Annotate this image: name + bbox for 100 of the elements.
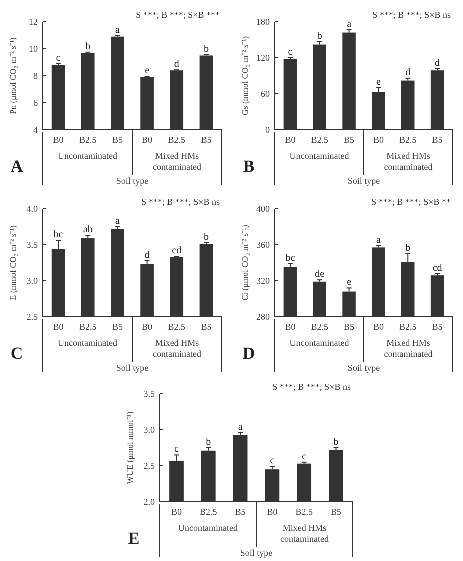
data-label: de [315,269,326,280]
data-label: a [347,18,352,30]
text: S ***; B ***; S×B *** [136,10,220,20]
text: S ***; B ***; S×B ** [372,197,452,207]
data-label: ab [83,224,93,236]
x-tick-label: B5 [201,135,212,145]
y-axis-title: Ci (μmol CO₂ m⁻² s⁻¹) [240,224,250,301]
data-label: bc [54,230,64,241]
y-tick-label: 2.5 [26,312,38,322]
data-label: bc [286,252,296,264]
x-tick-label: B2.5 [296,507,314,517]
text: Mixed HMs contaminated [384,338,434,359]
data-label: d [144,250,150,261]
text: Uncontaminated [58,151,118,161]
x-tick-label: B0 [142,135,154,145]
x-tick-label: B2.5 [168,135,186,145]
y-tick-label: 8 [34,71,38,81]
text: B [243,157,255,176]
y-tick-label: 4.0 [26,204,38,214]
y-tick-label: 12 [29,17,38,27]
data-label: b [86,41,91,52]
x-tick-label: B0 [373,322,384,332]
x-tick-label: B5 [112,135,124,145]
y-tick-label: 6 [34,98,38,108]
text: Mixed HMs contaminated [280,523,330,544]
x-tick-label: B5 [432,322,444,332]
text: Mixed HMs contaminated [153,151,202,172]
x-tick-label: B5 [330,507,342,517]
x-tick-label: B5 [432,135,444,145]
text: S ***; B ***; S×B ns [372,10,452,20]
data-label: d [174,59,180,70]
data-label: c [174,444,180,456]
y-axis-title: WUE (μmol mmol⁻¹) [125,412,135,484]
text: D [242,344,256,363]
x-tick-label: B2.5 [400,322,418,332]
x-tick-label: B0 [285,135,296,145]
text: Uncontaminated [290,151,350,161]
data-label: cd [172,246,182,257]
text: E [128,529,140,548]
x-tick-label: B0 [285,322,296,332]
text: S ***; B ***; S×B ns [272,382,352,392]
data-label: c [56,52,62,64]
y-tick-label: 10 [29,44,38,54]
x-axis-title: Soil type [116,176,149,186]
y-tick-label: 360 [256,240,270,250]
x-tick-label: B0 [53,322,64,332]
x-tick-label: B2.5 [168,322,186,332]
x-tick-label: B2.5 [400,135,418,145]
data-label: a [238,422,244,433]
x-axis-title: Soil type [116,363,149,373]
x-tick-label: B5 [344,322,356,332]
data-label: e [145,66,150,77]
y-axis-title: Pn (μmol CO₂ m⁻² s⁻¹) [8,37,18,114]
text: Mixed HMs contaminated [384,151,434,172]
data-label: b [204,232,209,243]
y-tick-label: 3.0 [144,425,156,435]
data-label: b [406,243,411,254]
data-label: e [376,77,382,88]
x-tick-label: B0 [171,507,182,517]
y-tick-label: 60 [261,89,270,99]
data-label: a [115,216,120,227]
y-axis-title: E (mmol CO₂ m⁻² s⁻¹) [8,225,18,300]
x-tick-label: B0 [142,322,154,332]
y-tick-label: 120 [256,53,270,63]
x-tick-label: B2.5 [311,135,329,145]
x-tick-label: B0 [53,135,64,145]
x-axis-title: Soil type [240,548,273,558]
data-label: d [406,67,411,78]
x-tick-label: B2.5 [200,507,218,517]
x-tick-label: B5 [201,322,212,332]
x-tick-label: B2.5 [79,135,98,145]
y-tick-label: 3.5 [144,389,156,399]
text: Mixed HMs contaminated [153,338,202,359]
x-tick-label: B5 [112,322,124,332]
data-label: cd [432,262,442,274]
y-tick-label: 400 [256,204,270,214]
y-tick-label: 2.0 [144,497,156,507]
y-axis-title: Gs (mmol CO₂ m⁻² s⁻¹) [240,36,250,116]
data-label: c [270,456,276,467]
x-tick-label: B5 [344,135,356,145]
text: A [10,157,24,176]
data-label: b [206,437,212,448]
data-label: b [204,44,209,55]
text: Uncontaminated [58,338,118,348]
text: C [10,344,24,363]
y-tick-label: 2.5 [144,461,156,471]
data-label: a [376,234,382,246]
text: Uncontaminated [290,338,350,348]
x-tick-label: B2.5 [79,322,98,332]
y-tick-label: 3.0 [26,276,38,286]
x-tick-label: B0 [267,507,278,517]
data-label: e [347,277,352,288]
data-label: c [288,47,294,58]
text: Uncontaminated [178,523,238,533]
data-label: c [302,451,308,462]
text: S ***; B ***; S×B ns [142,197,220,207]
y-tick-label: 280 [256,312,270,322]
x-tick-label: B5 [235,507,246,517]
y-tick-label: 0 [266,125,270,135]
data-label: a [115,24,120,36]
